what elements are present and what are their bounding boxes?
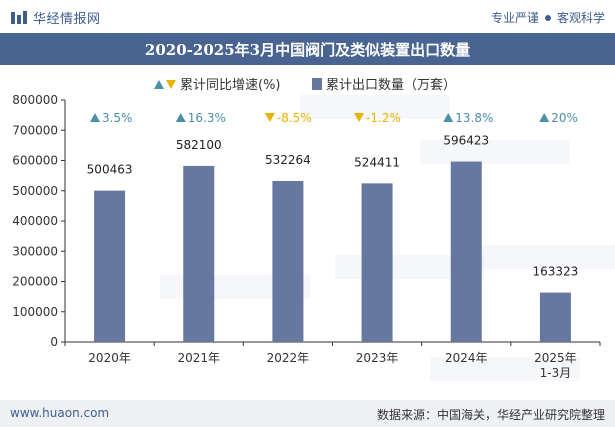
- legend: 累计同比增速(%) 累计出口数量（万套）: [154, 77, 456, 93]
- growth-up-triangle-icon: [443, 113, 454, 122]
- legend-bar-swatch: [312, 78, 322, 90]
- watermark-block: [470, 245, 615, 269]
- x-tick-label: 2022年: [267, 351, 310, 365]
- slogan: 专业严谨 客观科学: [491, 9, 605, 26]
- y-tick-label: 200000: [12, 275, 58, 289]
- growth-up-triangle-icon: [89, 113, 100, 122]
- x-tick-label: 2020年: [88, 351, 131, 365]
- value-labels: 500463 582100 532264 524411 596423 163323: [87, 134, 579, 279]
- y-tick-label: 300000: [12, 244, 58, 258]
- slogan-b: 客观科学: [556, 11, 605, 25]
- watermark-block: [420, 140, 570, 164]
- footer: www.huaon.com 数据来源：中国海关，华经产业研究院整理: [0, 400, 615, 427]
- growth-value-label: 20%: [551, 111, 578, 125]
- legend-down-triangle-icon: [166, 80, 176, 89]
- growth-down-triangle-icon: [354, 113, 365, 122]
- y-tick-label: 400000: [12, 214, 58, 228]
- brand-logo-icon: [11, 10, 27, 24]
- bar: [183, 165, 215, 342]
- y-tick-label: 600000: [12, 154, 58, 168]
- growth-up-triangle-icon: [175, 113, 186, 122]
- chart-title: 2020-2025年3月中国阀门及类似装置出口数量: [144, 40, 471, 59]
- y-tick-label: 800000: [12, 93, 58, 107]
- watermark-block: [300, 95, 450, 119]
- legend-up-triangle-icon: [154, 80, 164, 89]
- brand: 华经情报网: [10, 8, 101, 27]
- watermark-block: [430, 357, 580, 381]
- y-tick-label: 500000: [12, 184, 58, 198]
- x-tick-label: 2023年: [356, 351, 399, 365]
- bar-value-label: 596423: [443, 134, 489, 148]
- top-bar: 华经情报网 专业严谨 客观科学: [0, 0, 615, 33]
- growth-up-triangle-icon: [539, 113, 550, 122]
- chart-area: 累计同比增速(%) 累计出口数量（万套） 0 100000 200000 300000…: [12, 77, 615, 381]
- x-tick-label: 2025年: [534, 351, 577, 365]
- y-tick-label: 0: [50, 335, 58, 349]
- y-tick-label: 700000: [12, 123, 58, 137]
- x-tick-label: 2021年: [177, 351, 220, 365]
- growth-value-label: -8.5%: [277, 111, 312, 125]
- y-tick-label: 100000: [12, 305, 58, 319]
- footer-source: 数据来源：中国海关，华经产业研究院整理: [376, 408, 605, 422]
- bar: [361, 183, 393, 342]
- separator-dot-icon: [544, 14, 551, 21]
- bar-value-label: 532264: [265, 153, 311, 167]
- bar: [272, 180, 304, 342]
- brand-name: 华经情报网: [33, 12, 101, 27]
- growth-value-label: 3.5%: [102, 111, 133, 125]
- bar-value-label: 163323: [533, 265, 579, 279]
- growth-labels: 3.5% 16.3% -8.5% -1.2% 13.8% 20%: [89, 111, 578, 125]
- bar-value-label: 524411: [354, 155, 400, 169]
- title-band: 2020-2025年3月中国阀门及类似装置出口数量: [0, 33, 615, 65]
- footer-website: www.huaon.com: [10, 406, 110, 420]
- growth-value-label: 16.3%: [188, 111, 226, 125]
- bar-value-label: 500463: [87, 163, 133, 177]
- x-tick-label: 2024年: [445, 351, 488, 365]
- y-axis: 0 100000 200000 300000 400000 500000 600000 700…: [12, 93, 66, 349]
- growth-down-triangle-icon: [264, 113, 275, 122]
- bar: [94, 190, 126, 342]
- x-tick-label: 1-3月: [540, 366, 572, 380]
- legend-label-growth: 累计同比增速(%): [180, 78, 281, 93]
- bar: [539, 292, 571, 342]
- bars: [94, 161, 571, 342]
- legend-label-export-quantity: 累计出口数量（万套）: [326, 77, 456, 93]
- growth-value-label: -1.2%: [366, 111, 401, 125]
- slogan-a: 专业严谨: [490, 11, 539, 25]
- growth-value-label: 13.8%: [455, 111, 493, 125]
- bar-value-label: 582100: [176, 138, 222, 152]
- bar: [450, 161, 482, 342]
